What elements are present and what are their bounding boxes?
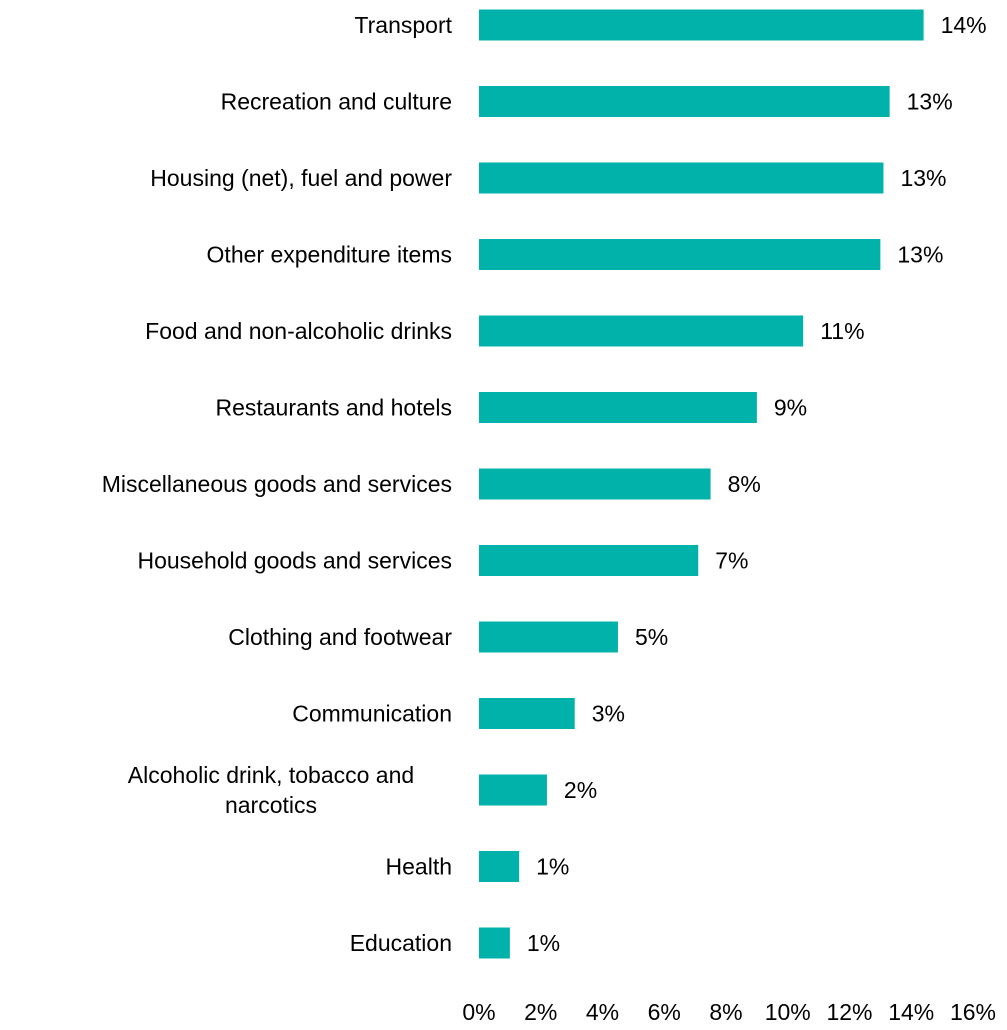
category-label: Alcoholic drink, tobacco and: [128, 762, 414, 788]
bar: [479, 851, 520, 882]
category-label: Housing (net), fuel and power: [150, 165, 452, 191]
bar: [479, 239, 881, 270]
bar: [479, 392, 757, 423]
x-tick-label: 4%: [586, 999, 619, 1025]
category-label: Household goods and services: [137, 548, 452, 574]
data-label: 1%: [527, 930, 560, 956]
data-label: 13%: [900, 165, 946, 191]
category-label: Health: [386, 854, 452, 880]
bars: [479, 9, 924, 959]
bar: [479, 698, 575, 729]
category-label: Recreation and culture: [221, 89, 452, 115]
category-label: narcotics: [225, 792, 317, 818]
data-label: 2%: [564, 777, 597, 803]
bar: [479, 9, 924, 41]
bar: [479, 468, 711, 500]
bar: [479, 162, 884, 194]
bar: [479, 545, 699, 576]
x-tick-label: 14%: [888, 999, 934, 1025]
data-label: 5%: [635, 624, 668, 650]
x-tick-label: 6%: [648, 999, 681, 1025]
category-label: Food and non-alcoholic drinks: [145, 318, 452, 344]
data-labels: 14% 13% 13% 13% 11% 9% 8% 7% 5% 3% 2% 1% 1%: [527, 12, 987, 956]
data-label: 8%: [728, 471, 761, 497]
data-label: 7%: [715, 548, 748, 574]
data-label: 14%: [941, 12, 987, 38]
category-labels: Transport Recreation and culture Housing (…: [102, 12, 453, 956]
x-tick-label: 16%: [950, 999, 996, 1025]
category-label: Transport: [354, 12, 452, 38]
x-tick-label: 12%: [826, 999, 872, 1025]
data-label: 3%: [592, 701, 625, 727]
data-label: 9%: [774, 395, 807, 421]
bar: [479, 621, 618, 653]
x-tick-label: 8%: [709, 999, 742, 1025]
bar: [479, 315, 804, 347]
x-axis: 0% 2% 4% 6% 8% 10% 12% 14% 16%: [462, 999, 996, 1025]
category-label: Restaurants and hotels: [215, 395, 452, 421]
x-tick-label: 10%: [765, 999, 811, 1025]
data-label: 11%: [820, 318, 864, 344]
data-label: 13%: [907, 89, 953, 115]
x-tick-label: 0%: [462, 999, 495, 1025]
category-label: Education: [350, 930, 452, 956]
category-label: Communication: [292, 701, 452, 727]
data-label: 13%: [897, 242, 943, 268]
category-label: Miscellaneous goods and services: [102, 471, 452, 497]
category-label: Other expenditure items: [207, 242, 452, 268]
bar: [479, 774, 547, 806]
data-label: 1%: [536, 854, 569, 880]
category-label: Clothing and footwear: [228, 624, 452, 650]
bar: [479, 927, 510, 959]
bar: [479, 86, 890, 117]
x-tick-label: 2%: [524, 999, 557, 1025]
